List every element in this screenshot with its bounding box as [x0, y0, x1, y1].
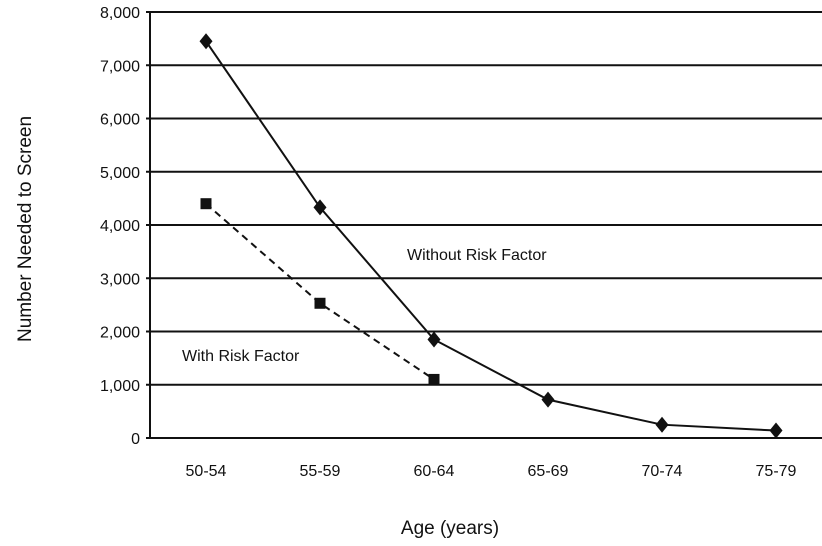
- series-marker-0-5: [769, 422, 783, 439]
- series-marker-1-2: [428, 373, 440, 385]
- series-marker-0-0: [199, 33, 213, 50]
- y-tick-label-7: 7,000: [100, 58, 140, 75]
- x-axis-tick-labels: 50-54 55-59 60-64 65-69 70-74 75-79: [186, 463, 797, 480]
- series-marker-1-0: [200, 198, 212, 210]
- x-axis-title: Age (years): [401, 518, 499, 539]
- y-axis-title: Number Needed to Screen: [15, 116, 36, 342]
- x-tick-label-2: 60-64: [414, 463, 455, 480]
- x-tick-label-3: 65-69: [528, 463, 569, 480]
- y-tick-label-2: 2,000: [100, 325, 140, 342]
- gridlines: [150, 11, 822, 386]
- y-tick-label-1: 1,000: [100, 378, 140, 395]
- series-layer: [199, 33, 783, 439]
- y-tick-label-6: 6,000: [100, 112, 140, 129]
- x-tick-label-5: 75-79: [756, 463, 797, 480]
- y-tick-label-0: 0: [131, 431, 140, 448]
- series-marker-1-1: [314, 297, 326, 309]
- series-line-1: [205, 202, 435, 381]
- series-label-without-risk-factor: Without Risk Factor: [407, 247, 547, 264]
- y-tick-label-3: 3,000: [100, 271, 140, 288]
- axes: [146, 11, 822, 439]
- series-marker-0-3: [541, 391, 555, 408]
- series-marker-0-4: [655, 416, 669, 433]
- series-marker-0-1: [313, 199, 327, 216]
- y-tick-label-8: 8,000: [100, 5, 140, 22]
- series-line-0: [205, 40, 777, 432]
- y-tick-label-5: 5,000: [100, 165, 140, 182]
- y-axis-tick-labels: 0 1,000 2,000 3,000 4,000 5,000 6,000 7,000 8,00…: [100, 5, 140, 448]
- y-tick-label-4: 4,000: [100, 218, 140, 235]
- series-label-with-risk-factor: With Risk Factor: [182, 348, 300, 365]
- series-marker-0-2: [427, 331, 441, 348]
- x-tick-label-1: 55-59: [300, 463, 341, 480]
- x-tick-label-4: 70-74: [642, 463, 683, 480]
- x-tick-label-0: 50-54: [186, 463, 227, 480]
